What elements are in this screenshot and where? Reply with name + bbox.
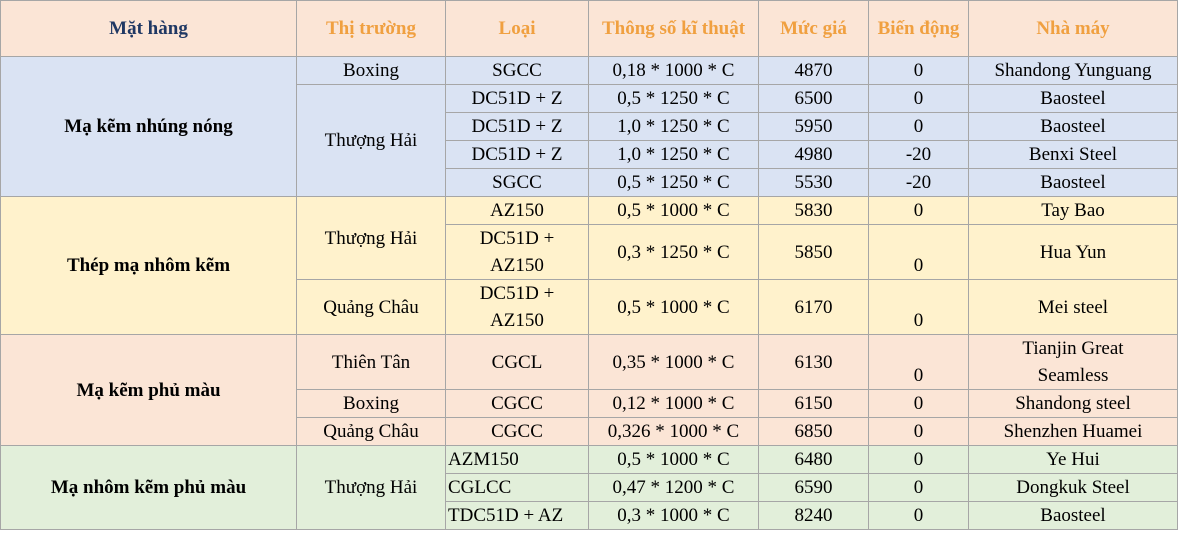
change-cell: -20 [868,168,969,197]
header-cell: Loại [445,0,589,57]
table-row: Mạ kẽm phủ màu Thiên Tân CGCL 0,35 * 1000 *… [0,334,1178,446]
type-cell: SGCC [445,56,589,85]
change-cell: 0 [868,501,969,530]
change-cell: 0 [868,56,969,85]
spec-cell: 1,0 * 1250 * C [588,140,759,169]
change-cell: 0 [868,279,969,335]
type-cell: DC51D + Z [445,140,589,169]
price-cell: 8240 [758,501,869,530]
change-cell: 0 [868,445,969,474]
header-cell: Biến động [868,0,969,57]
product-cell: Mạ nhôm kẽm phủ màu [0,445,297,530]
price-cell: 5950 [758,112,869,141]
price-cell: 4980 [758,140,869,169]
market-cell: Thượng Hải [296,196,446,280]
price-cell: 6130 [758,334,869,390]
price-cell: 6170 [758,279,869,335]
price-cell: 5830 [758,196,869,225]
type-cell: AZM150 [445,445,589,474]
spec-cell: 0,5 * 1000 * C [588,196,759,225]
type-cell: DC51D + AZ150 [445,224,589,280]
factory-cell: Baosteel [968,501,1178,530]
market-cell: Boxing [296,389,446,418]
type-cell: TDC51D + AZ [445,501,589,530]
price-cell: 4870 [758,56,869,85]
table-row: Mạ kẽm nhúng nóng Boxing SGCC 0,18 * 1000 *… [0,56,1178,197]
table-body: Mạ kẽm nhúng nóng Boxing SGCC 0,18 * 1000 *… [0,56,1178,530]
spec-cell: 0,326 * 1000 * C [588,417,759,446]
table-row: DC51D + AZ150 0,3 * 1250 * C 5850 0 Hua Yun [0,224,1178,280]
market-cell: Quảng Châu [296,417,446,446]
product-cell: Mạ kẽm nhúng nóng [0,56,297,197]
market-cell: Boxing [296,56,446,85]
factory-cell: Dongkuk Steel [968,473,1178,502]
table-row: Mạ nhôm kẽm phủ màu Thượng Hải AZM150 0,5 *… [0,445,1178,530]
type-cell: DC51D + Z [445,84,589,113]
change-cell: -20 [868,140,969,169]
price-cell: 5850 [758,224,869,280]
header-cell: Thị trường [296,0,446,57]
market-cell: Thiên Tân [296,334,446,390]
price-cell: 6480 [758,445,869,474]
header-cell: Mức giá [758,0,869,57]
price-cell: 6590 [758,473,869,502]
change-cell: 0 [868,112,969,141]
spec-cell: 0,5 * 1000 * C [588,445,759,474]
factory-cell: Baosteel [968,112,1178,141]
type-cell: DC51D + AZ150 [445,279,589,335]
type-cell: CGCL [445,334,589,390]
type-cell: SGCC [445,168,589,197]
price-cell: 6150 [758,389,869,418]
factory-cell: Hua Yun [968,224,1178,280]
price-cell: 5530 [758,168,869,197]
change-cell: 0 [868,334,969,390]
type-cell: CGCC [445,389,589,418]
price-cell: 6500 [758,84,869,113]
table-row: Thép mạ nhôm kẽm Thượng Hải AZ150 0,5 * 100… [0,196,1178,335]
factory-cell: Ye Hui [968,445,1178,474]
product-cell: Mạ kẽm phủ màu [0,334,297,446]
factory-cell: Mei steel [968,279,1178,335]
spec-cell: 0,18 * 1000 * C [588,56,759,85]
spec-cell: 0,5 * 1000 * C [588,279,759,335]
factory-cell: Shandong steel [968,389,1178,418]
factory-cell: Tay Bao [968,196,1178,225]
change-cell: 0 [868,84,969,113]
type-cell: CGLCC [445,473,589,502]
spec-cell: 0,3 * 1000 * C [588,501,759,530]
factory-cell: Shenzhen Huamei [968,417,1178,446]
spec-cell: 0,3 * 1250 * C [588,224,759,280]
type-cell: AZ150 [445,196,589,225]
type-cell: DC51D + Z [445,112,589,141]
header-cell: Nhà máy [968,0,1178,57]
spec-cell: 0,5 * 1250 * C [588,84,759,113]
spec-cell: 0,5 * 1250 * C [588,168,759,197]
change-cell: 0 [868,196,969,225]
spec-cell: 1,0 * 1250 * C [588,112,759,141]
spec-cell: 0,12 * 1000 * C [588,389,759,418]
market-cell: Thượng Hải [296,445,446,530]
spec-cell: 0,47 * 1200 * C [588,473,759,502]
header-row: Mặt hàng Thị trường Loại Thông số kĩ thuật M… [0,0,1178,57]
product-cell: Thép mạ nhôm kẽm [0,196,297,335]
market-cell: Thượng Hải [296,84,446,197]
header-cell: Mặt hàng [0,0,297,57]
factory-cell: Benxi Steel [968,140,1178,169]
factory-cell: Baosteel [968,168,1178,197]
change-cell: 0 [868,473,969,502]
factory-cell: Shandong Yunguang [968,56,1178,85]
table-row: Thượng Hải DC51D + Z 0,5 * 1250 * C 6500 0 Ba… [0,84,1178,197]
change-cell: 0 [868,417,969,446]
price-cell: 6850 [758,417,869,446]
spec-cell: 0,35 * 1000 * C [588,334,759,390]
price-table: Mặt hàng Thị trường Loại Thông số kĩ thuật M… [0,0,1178,530]
market-cell: Quảng Châu [296,279,446,335]
header-cell: Thông số kĩ thuật [588,0,759,57]
factory-cell: Tianjin Great Seamless [968,334,1178,390]
change-cell: 0 [868,224,969,280]
factory-cell: Baosteel [968,84,1178,113]
type-cell: CGCC [445,417,589,446]
change-cell: 0 [868,389,969,418]
